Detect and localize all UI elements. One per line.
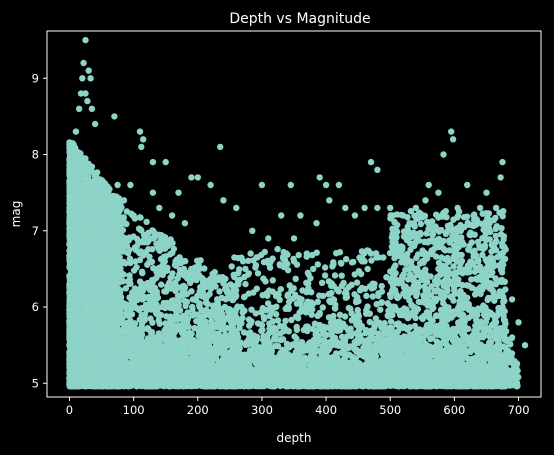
chart-title: Depth vs Magnitude — [229, 11, 370, 27]
data-point — [512, 381, 519, 388]
data-point — [511, 361, 518, 368]
data-point — [83, 371, 91, 379]
data-point — [80, 200, 87, 207]
data-point — [327, 340, 335, 347]
data-point — [85, 160, 92, 167]
data-point — [81, 194, 89, 201]
data-point — [79, 352, 86, 360]
data-point — [282, 317, 289, 324]
data-point — [66, 329, 74, 337]
data-point — [274, 342, 282, 350]
data-point — [87, 363, 94, 370]
data-point — [79, 359, 86, 366]
points-layer — [66, 36, 529, 390]
data-point — [86, 200, 93, 207]
data-point — [66, 295, 74, 302]
data-point — [78, 289, 86, 296]
data-point — [513, 374, 520, 381]
